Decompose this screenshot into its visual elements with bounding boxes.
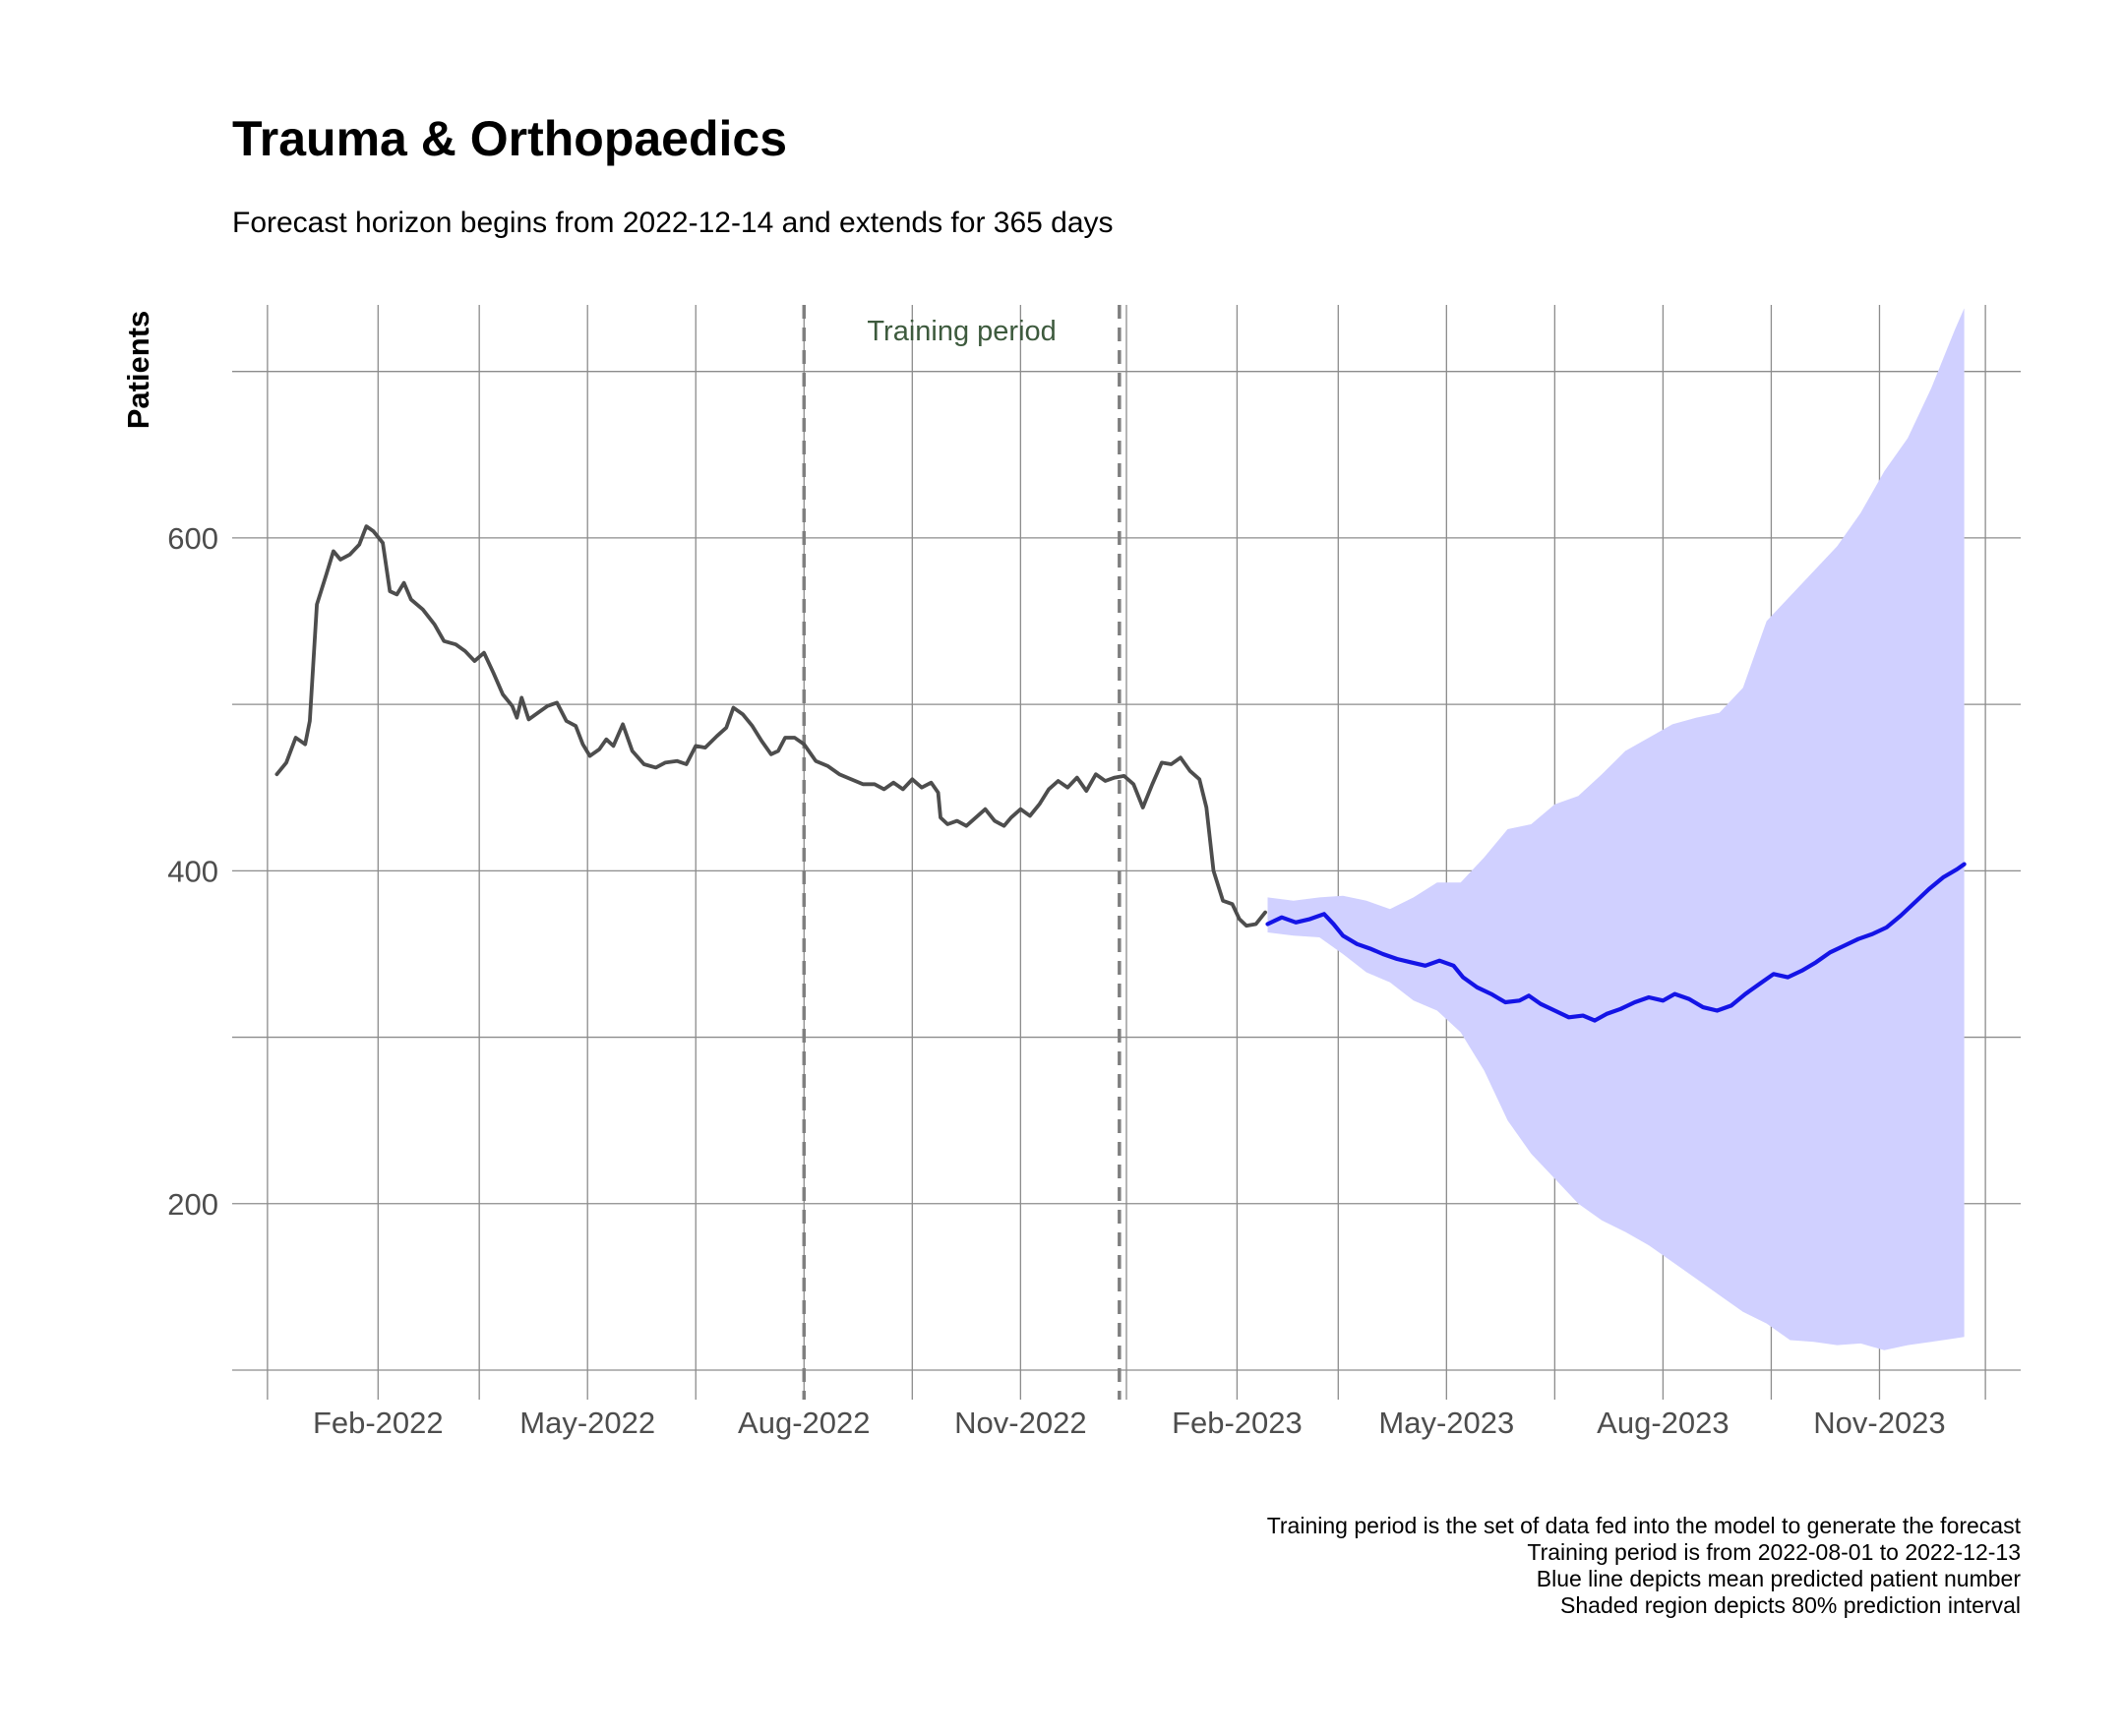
caption-line: Training period is from 2022-08-01 to 20… bbox=[1527, 1539, 2021, 1565]
y-tick-label: 400 bbox=[167, 854, 218, 888]
caption-line: Shaded region depicts 80% prediction int… bbox=[1560, 1592, 2021, 1618]
axis-labels: Feb-2022 May-2022 Aug-2022 Nov-2022 Feb-2023… bbox=[167, 521, 1945, 1440]
x-tick-label: Nov-2023 bbox=[1813, 1406, 1945, 1440]
chart-caption: Training period is the set of data fed i… bbox=[1267, 1513, 2021, 1619]
x-tick-label: May-2022 bbox=[519, 1406, 655, 1440]
y-tick-label: 200 bbox=[167, 1187, 218, 1222]
x-tick-label: Aug-2023 bbox=[1597, 1406, 1729, 1440]
chart-subtitle: Forecast horizon begins from 2022-12-14 … bbox=[232, 207, 1114, 239]
interval-layer bbox=[1267, 308, 1965, 1350]
x-tick-label: Feb-2023 bbox=[1172, 1406, 1303, 1440]
y-axis-label: Patients bbox=[121, 311, 155, 430]
training-markers bbox=[802, 305, 1122, 1400]
observed-line bbox=[274, 524, 1267, 928]
y-tick-label: 600 bbox=[167, 521, 218, 556]
x-tick-label: May-2023 bbox=[1378, 1406, 1514, 1440]
caption-line: Training period is the set of data fed i… bbox=[1266, 1513, 2021, 1538]
series-layer bbox=[274, 524, 1967, 1023]
x-tick-label: Feb-2022 bbox=[313, 1406, 444, 1440]
prediction-interval-band bbox=[1267, 308, 1965, 1350]
forecast-mean-line bbox=[1265, 862, 1967, 1023]
x-tick-label: Aug-2022 bbox=[738, 1406, 870, 1440]
x-tick-label: Nov-2022 bbox=[954, 1406, 1086, 1440]
caption-line: Blue line depicts mean predicted patient… bbox=[1536, 1566, 2021, 1591]
training-period-label: Training period bbox=[867, 316, 1056, 347]
chart-title: Trauma & Orthopaedics bbox=[232, 111, 788, 166]
